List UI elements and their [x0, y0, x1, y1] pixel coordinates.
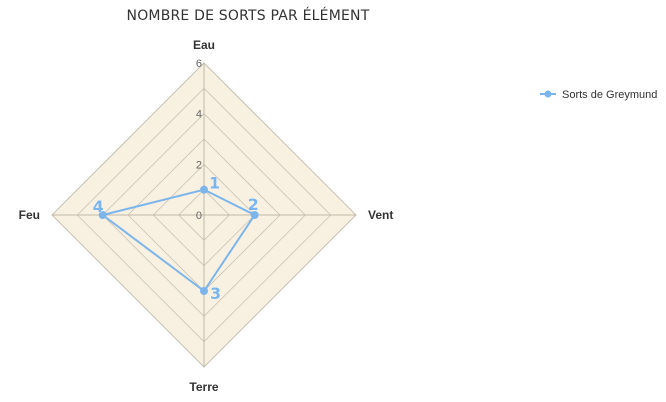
axis-label-eau: Eau [193, 38, 215, 52]
legend-item-label[interactable]: Sorts de Greymund [562, 89, 657, 101]
axis-labels: Eau Vent Terre Feu [19, 38, 394, 394]
radial-tick-label: 4 [196, 109, 202, 121]
data-label: 2 [248, 195, 259, 214]
radial-tick-label: 6 [196, 58, 202, 70]
data-point[interactable] [250, 211, 259, 219]
radial-tick-label: 0 [196, 210, 202, 222]
data-label: 1 [209, 174, 220, 193]
radial-ticks: 0 2 4 6 [196, 58, 202, 222]
axis-label-vent: Vent [368, 208, 393, 222]
data-label: 3 [210, 284, 221, 303]
legend-marker-icon [544, 90, 552, 98]
data-point[interactable] [200, 185, 208, 194]
legend[interactable]: Sorts de Greymund [540, 89, 657, 101]
chart-title: NOMBRE DE SORTS PAR ÉLÉMENT [127, 7, 370, 24]
data-point[interactable] [200, 287, 208, 295]
data-label: 4 [93, 197, 104, 216]
data-point[interactable] [98, 211, 107, 219]
series-layer: 1 2 3 4 [92, 173, 259, 303]
axis-label-feu: Feu [19, 208, 40, 222]
radial-tick-label: 2 [196, 159, 202, 171]
axis-label-terre: Terre [189, 380, 218, 394]
